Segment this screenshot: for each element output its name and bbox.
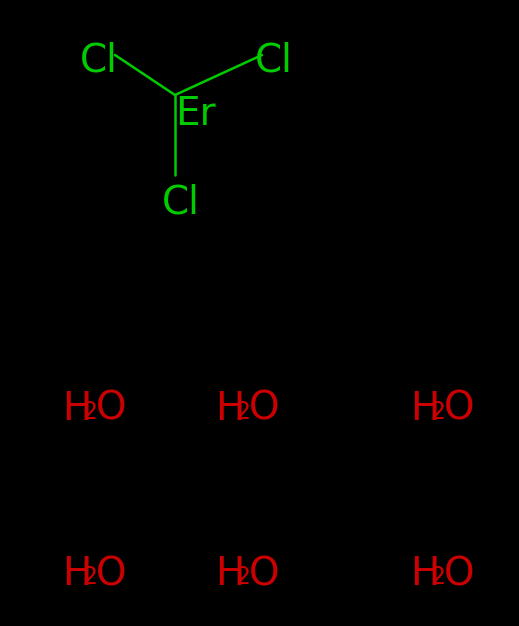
- Text: 2: 2: [82, 565, 97, 589]
- Text: Cl: Cl: [162, 183, 200, 221]
- Text: H: H: [62, 555, 91, 593]
- Text: O: O: [249, 390, 280, 428]
- Text: O: O: [96, 555, 127, 593]
- Text: H: H: [215, 390, 244, 428]
- Text: O: O: [444, 555, 474, 593]
- Text: 2: 2: [430, 565, 445, 589]
- Text: H: H: [410, 390, 440, 428]
- Text: 2: 2: [235, 400, 250, 424]
- Text: Cl: Cl: [255, 42, 293, 80]
- Text: 2: 2: [82, 400, 97, 424]
- Text: H: H: [410, 555, 440, 593]
- Text: Cl: Cl: [80, 42, 118, 80]
- Text: O: O: [249, 555, 280, 593]
- Text: Er: Er: [175, 95, 215, 133]
- Text: O: O: [444, 390, 474, 428]
- Text: 2: 2: [235, 565, 250, 589]
- Text: H: H: [62, 390, 91, 428]
- Text: H: H: [215, 555, 244, 593]
- Text: O: O: [96, 390, 127, 428]
- Text: 2: 2: [430, 400, 445, 424]
